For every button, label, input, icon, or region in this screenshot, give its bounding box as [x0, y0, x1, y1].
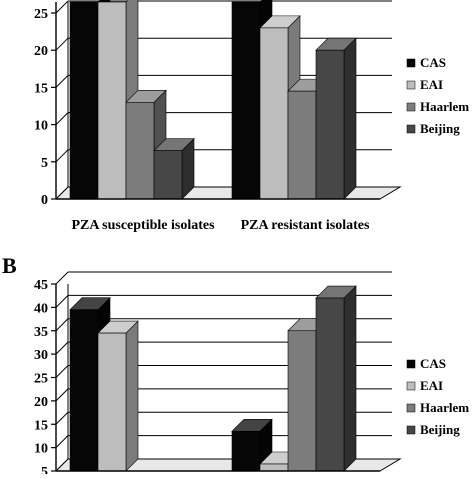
- y-tick-label: 5: [41, 465, 48, 474]
- bar-front: [315, 49, 345, 200]
- legend-swatch: [406, 124, 416, 134]
- bar-eai-susceptible: [97, 320, 139, 472]
- panel-a-chart: 0 5 10 15 20 25 PZA susceptible isolates PZA re…: [34, 0, 469, 233]
- bar-beijing-resistant: [315, 37, 357, 200]
- legend-label: CAS: [420, 356, 446, 371]
- y-tick-label: 10: [34, 442, 48, 457]
- legend-swatch: [406, 102, 416, 112]
- gridline-side: [55, 365, 69, 378]
- legend-swatch: [406, 80, 416, 90]
- bar-front: [69, 309, 99, 472]
- bar-front: [287, 90, 317, 200]
- legend-label: Haarlem: [420, 400, 469, 415]
- gridline-side: [55, 75, 69, 88]
- y-tick-label: 15: [34, 81, 48, 96]
- bar-beijing-susceptible: [153, 137, 195, 200]
- y-tick-label: 0: [41, 193, 48, 208]
- y-tick-label: 10: [34, 119, 48, 134]
- gridline-side: [55, 388, 69, 402]
- bar-front: [231, 1, 261, 200]
- legend-label: CAS: [420, 55, 446, 70]
- x-category-label: PZA resistant isolates: [241, 218, 370, 233]
- gridline-side: [55, 0, 69, 14]
- y-tick-label: 25: [34, 7, 48, 22]
- y-tick-label: 40: [34, 301, 48, 316]
- legend-swatch: [406, 403, 416, 413]
- bar-front: [97, 1, 127, 200]
- legend-swatch: [406, 359, 416, 369]
- y-tick-label: 30: [34, 348, 48, 363]
- gridline-side: [55, 271, 69, 285]
- bar-beijing-resistant: [315, 285, 357, 472]
- bar-front: [259, 463, 289, 472]
- legend-label: EAI: [420, 77, 443, 92]
- y-tick-label: 20: [34, 395, 48, 410]
- bar-side: [343, 285, 357, 472]
- bar-side: [343, 37, 357, 200]
- bar-front: [69, 1, 99, 200]
- legend-label: Haarlem: [420, 99, 469, 114]
- y-tick-label: 35: [34, 325, 48, 340]
- gridline-side: [55, 435, 69, 448]
- gridline-side: [55, 149, 69, 163]
- bar-front: [125, 101, 155, 200]
- legend-label: Beijing: [420, 422, 460, 437]
- gridline-side: [55, 411, 69, 425]
- bar-front: [153, 150, 183, 200]
- gridline-side: [55, 112, 69, 125]
- gridline-side: [55, 341, 69, 355]
- bar-eai-resistant: [259, 15, 301, 200]
- gridline-side: [55, 37, 69, 51]
- bar-front: [97, 332, 127, 472]
- y-tick-label: 5: [41, 156, 48, 171]
- gridline-side: [55, 318, 69, 332]
- panel-b-label: B: [2, 253, 17, 278]
- panel-b-chart: B 5 10 15 20 25 30 35 40 45 CAS EAI Haarlem Beijing: [2, 253, 469, 479]
- legend-label: EAI: [420, 378, 443, 393]
- legend-swatch: [406, 381, 416, 391]
- y-tick-label: 45: [34, 278, 48, 293]
- legend-swatch: [406, 58, 416, 68]
- y-tick-label: 20: [34, 44, 48, 59]
- bar-front: [259, 27, 289, 200]
- bar-front: [231, 430, 261, 472]
- x-category-label: PZA susceptible isolates: [71, 218, 215, 233]
- bar-front: [287, 330, 317, 472]
- legend-label: Beijing: [420, 121, 460, 136]
- bar-front: [315, 297, 345, 472]
- legend-swatch: [406, 425, 416, 435]
- y-tick-label: 15: [34, 418, 48, 433]
- gridline-side: [55, 295, 69, 308]
- bar-side: [125, 320, 139, 472]
- y-tick-label: 25: [34, 372, 48, 387]
